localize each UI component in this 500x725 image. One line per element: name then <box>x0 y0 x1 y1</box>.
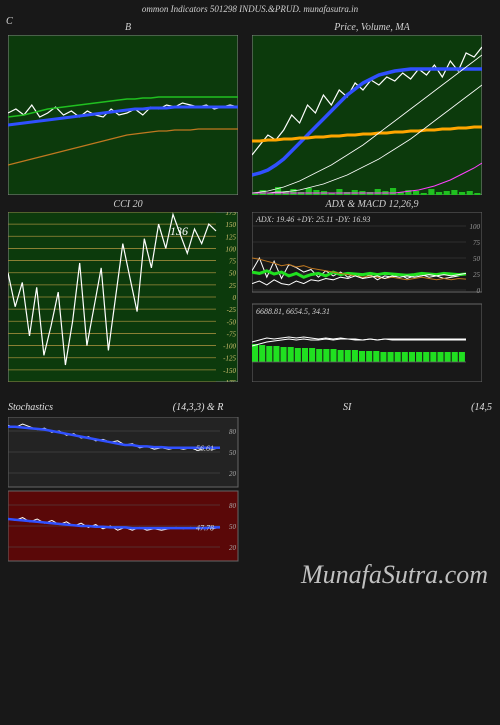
panel-title-adx: ADX & MACD 12,26,9 <box>252 195 492 212</box>
svg-text:20: 20 <box>229 544 237 552</box>
svg-text:-100: -100 <box>223 343 236 351</box>
left-letter: C <box>6 16 13 27</box>
svg-text:50: 50 <box>473 255 481 263</box>
panel-title-cci: CCI 20 <box>8 195 248 212</box>
chart-stoch: 80 50 20 56.61 80 50 20 47.78 <box>8 417 492 567</box>
svg-text:0: 0 <box>477 287 481 295</box>
svg-text:50: 50 <box>229 523 237 531</box>
svg-text:-50: -50 <box>227 318 237 326</box>
watermark: MunafaSutra.com <box>301 560 488 590</box>
svg-text:-150: -150 <box>223 367 236 375</box>
svg-text:136: 136 <box>170 224 188 238</box>
chart-bb <box>8 35 248 195</box>
panel-title-bb: B <box>8 18 248 35</box>
svg-text:100: 100 <box>470 223 481 231</box>
stoch-title-left: Stochastics <box>8 402 53 413</box>
page-header: ommon Indicators 501298 INDUS.&PRUD. mun… <box>0 0 500 18</box>
svg-text:20: 20 <box>229 470 237 478</box>
svg-text:50: 50 <box>229 270 237 278</box>
svg-text:56.61: 56.61 <box>196 444 214 453</box>
svg-text:-125: -125 <box>223 355 236 363</box>
svg-text:6688.81, 6654.5, 34.31: 6688.81, 6654.5, 34.31 <box>256 307 330 316</box>
svg-text:100: 100 <box>226 245 237 253</box>
svg-text:125: 125 <box>226 233 237 241</box>
svg-text:75: 75 <box>473 239 481 247</box>
svg-text:-25: -25 <box>227 306 237 314</box>
svg-text:-75: -75 <box>227 330 237 338</box>
svg-text:150: 150 <box>226 221 237 229</box>
svg-text:80: 80 <box>229 428 237 436</box>
svg-text:47.78: 47.78 <box>196 523 214 532</box>
chart-price <box>252 35 492 195</box>
stoch-title-mid: (14,3,3) & R <box>173 402 224 413</box>
svg-text:175: 175 <box>226 212 237 217</box>
chart-cci: 175 150 125 100 75 50 25 0 -25 -50 -75 -100 -125 -150… <box>8 212 248 382</box>
chart-adx: ADX: 19.46 +DY: 25.11 -DY: 16.93 100 75 50 2… <box>252 212 492 382</box>
stoch-title-si: SI <box>343 402 351 413</box>
svg-text:-175: -175 <box>223 379 236 382</box>
svg-text:25: 25 <box>473 271 481 279</box>
svg-text:25: 25 <box>229 282 237 290</box>
svg-text:0: 0 <box>233 294 237 302</box>
svg-text:50: 50 <box>229 449 237 457</box>
stoch-title-right: (14,5 <box>471 402 492 413</box>
svg-text:75: 75 <box>229 258 237 266</box>
svg-text:80: 80 <box>229 502 237 510</box>
svg-text:ADX: 19.46 +DY: 25.11 -DY: 1: ADX: 19.46 +DY: 25.11 -DY: 16.93 <box>255 215 370 224</box>
panel-title-price: Price, Volume, MA <box>252 18 492 35</box>
